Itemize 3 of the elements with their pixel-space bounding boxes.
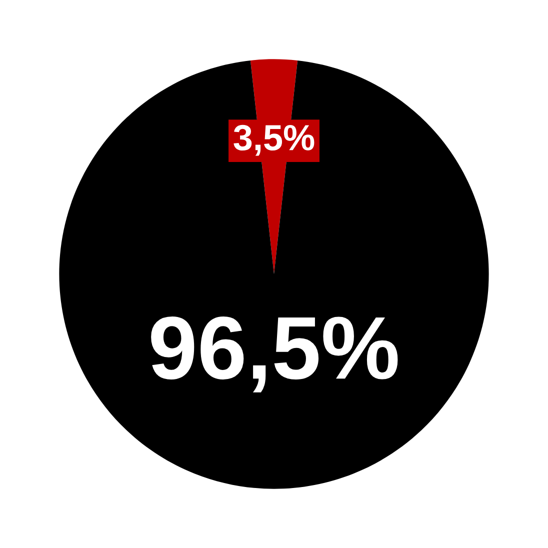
pie-slice xyxy=(59,60,489,489)
data-label: 3,5% xyxy=(234,124,314,156)
data-label: 96,5% xyxy=(151,316,398,392)
